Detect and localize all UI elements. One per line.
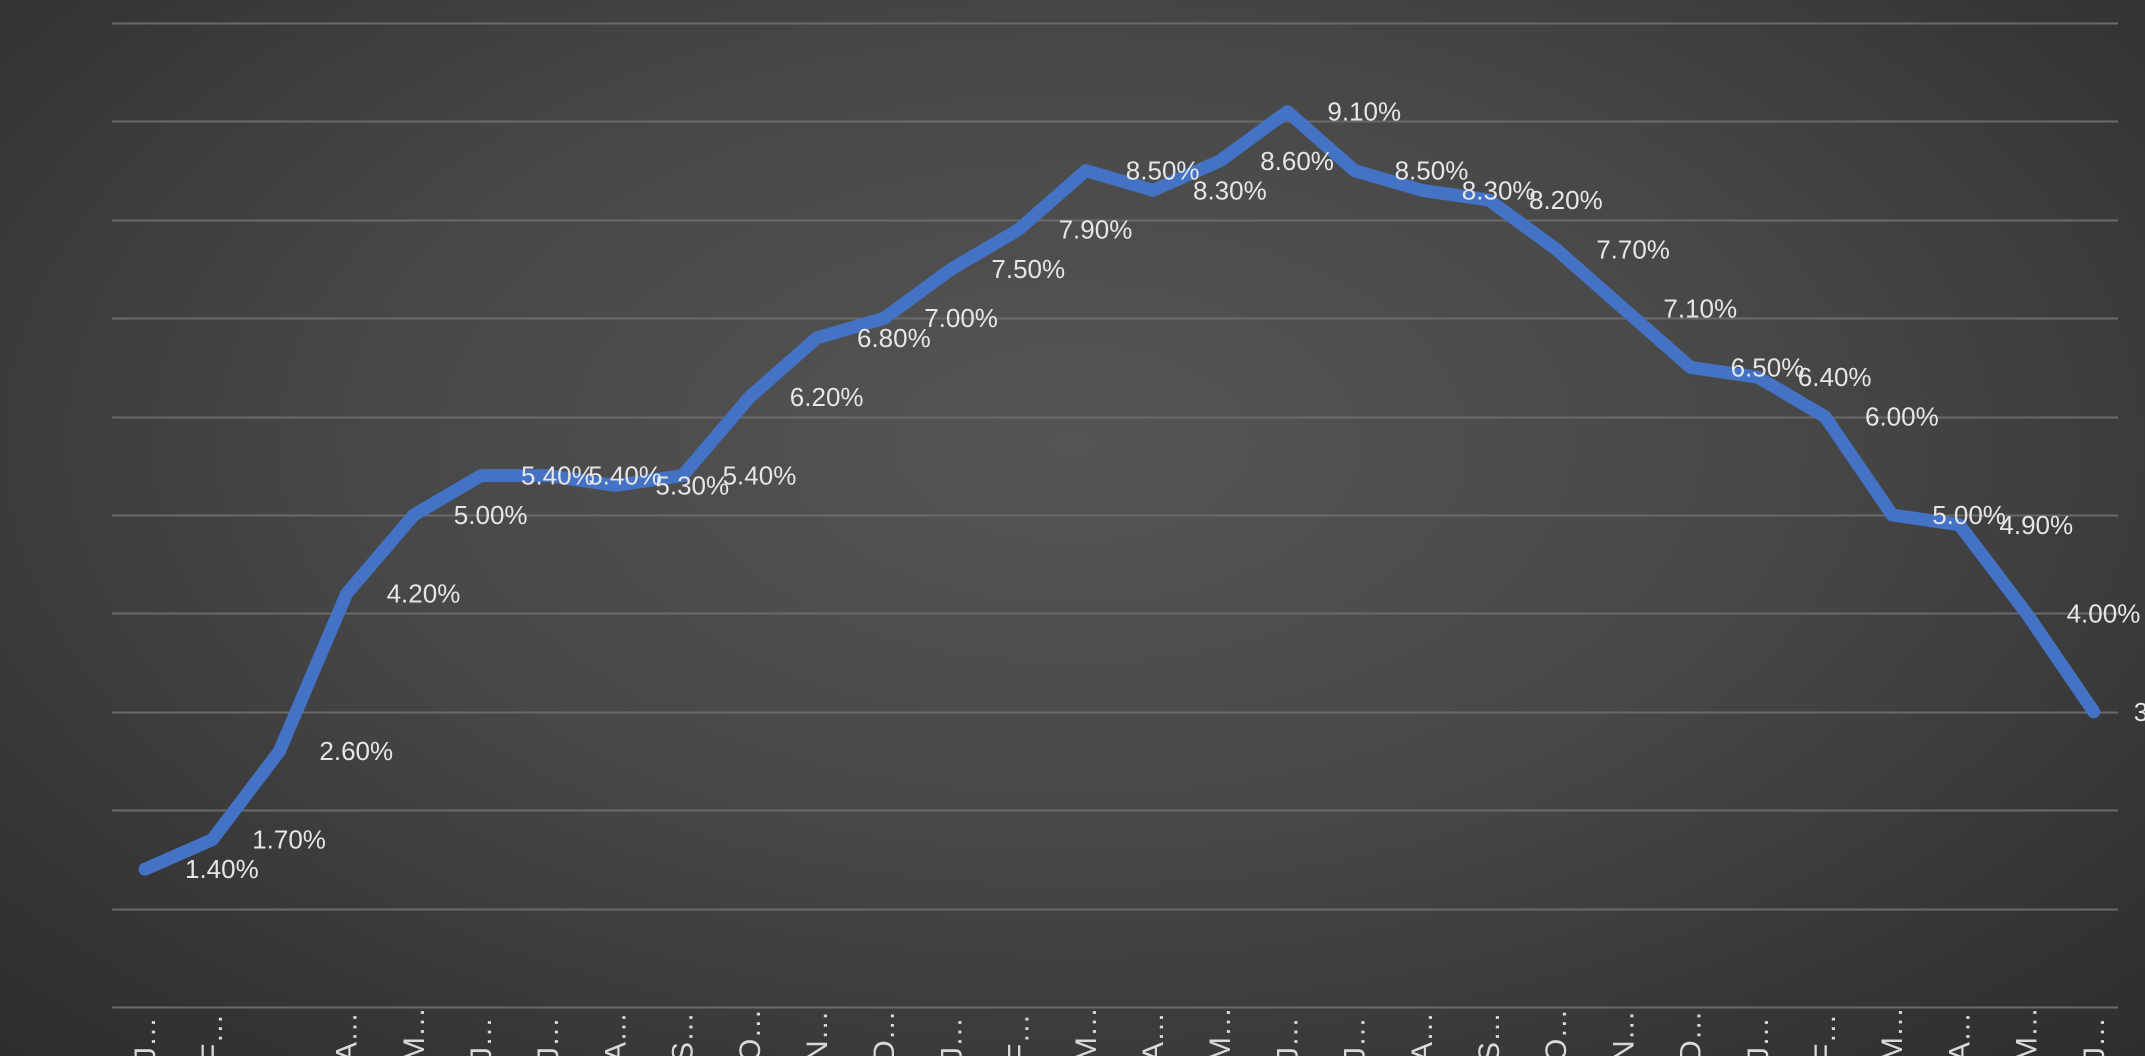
x-tick-label: S… <box>667 1012 700 1056</box>
data-label: 7.90% <box>1059 215 1133 245</box>
data-label: 5.00% <box>1932 500 2006 530</box>
series-line <box>138 105 2101 876</box>
x-tick-label: J… <box>465 1017 498 1056</box>
x-tick-label: J… <box>935 1017 968 1056</box>
data-label: 6.00% <box>1865 402 1939 432</box>
data-label: 4.90% <box>1999 510 2073 540</box>
data-label: 5.40% <box>588 461 662 491</box>
x-tick-label: A… <box>1137 1012 1170 1056</box>
data-label: 7.10% <box>1663 293 1737 323</box>
x-tick-label: D… <box>1675 1010 1708 1056</box>
x-tick-label: M… <box>398 1007 431 1056</box>
x-tick-label: A… <box>1943 1012 1976 1056</box>
x-tick-label: F… <box>196 1014 229 1056</box>
data-label: 7.70% <box>1596 234 1670 264</box>
data-label: 8.30% <box>1193 175 1267 205</box>
data-label: 5.40% <box>521 461 595 491</box>
x-tick-label: O… <box>1540 1009 1573 1056</box>
data-label: 4.00% <box>2067 598 2141 628</box>
data-label: 6.20% <box>790 382 864 412</box>
data-label: 4.20% <box>387 579 461 609</box>
x-tick-label: M… <box>1070 1007 1103 1056</box>
x-tick-label: J… <box>129 1017 162 1056</box>
data-label: 7.00% <box>924 303 998 333</box>
x-tick-label: F… <box>1809 1014 1842 1056</box>
x-tick-label: J… <box>1339 1017 1372 1056</box>
x-tick-label: A… <box>1406 1012 1439 1056</box>
data-label: 5.00% <box>454 500 528 530</box>
x-tick-label: N… <box>1607 1010 1640 1056</box>
data-label: 6.40% <box>1798 362 1872 392</box>
x-tick-label: A… <box>331 1012 364 1056</box>
data-label: 1.70% <box>252 825 326 855</box>
x-tick-label: M… <box>1876 1007 1909 1056</box>
data-label: 8.50% <box>1126 156 1200 186</box>
x-tick-label: J… <box>532 1017 565 1056</box>
x-tick-label: O… <box>734 1009 767 1056</box>
data-label: 8.20% <box>1529 185 1603 215</box>
data-label: 1.40% <box>185 854 259 884</box>
data-label: 2.60% <box>319 736 393 766</box>
x-tick-label: F… <box>1003 1014 1036 1056</box>
data-label: 8.50% <box>1395 156 1469 186</box>
x-tick-label: S… <box>1473 1012 1506 1056</box>
x-tick-label: J… <box>2078 1017 2111 1056</box>
x-tick-label: J… <box>1742 1017 1775 1056</box>
data-labels: 1.40%1.70%2.60%4.20%5.00%5.40%5.40%5.30%… <box>185 97 2145 885</box>
x-tick-label: A… <box>599 1012 632 1056</box>
gridlines <box>112 22 2118 1009</box>
x-tick-label: N… <box>801 1010 834 1056</box>
data-label: 7.50% <box>991 254 1065 284</box>
data-label: 5.30% <box>655 471 729 501</box>
x-axis-tick-labels: J… F… A… M… J… J… A… S… O… N… D… J… F… M… A… M… J… J… A… S…… <box>129 1007 2111 1056</box>
data-label: 5.40% <box>723 461 797 491</box>
x-tick-label: M… <box>2011 1007 2044 1056</box>
data-label: 8.60% <box>1260 146 1334 176</box>
data-label: 6.50% <box>1731 352 1805 382</box>
x-tick-label: M… <box>1204 1007 1237 1056</box>
x-tick-label: D… <box>868 1010 901 1056</box>
x-tick-label: J… <box>1271 1017 1304 1056</box>
data-label: 3.00% <box>2134 697 2145 727</box>
data-label: 9.10% <box>1327 97 1401 127</box>
data-label: 6.80% <box>857 323 931 353</box>
data-label: 8.30% <box>1462 175 1536 205</box>
